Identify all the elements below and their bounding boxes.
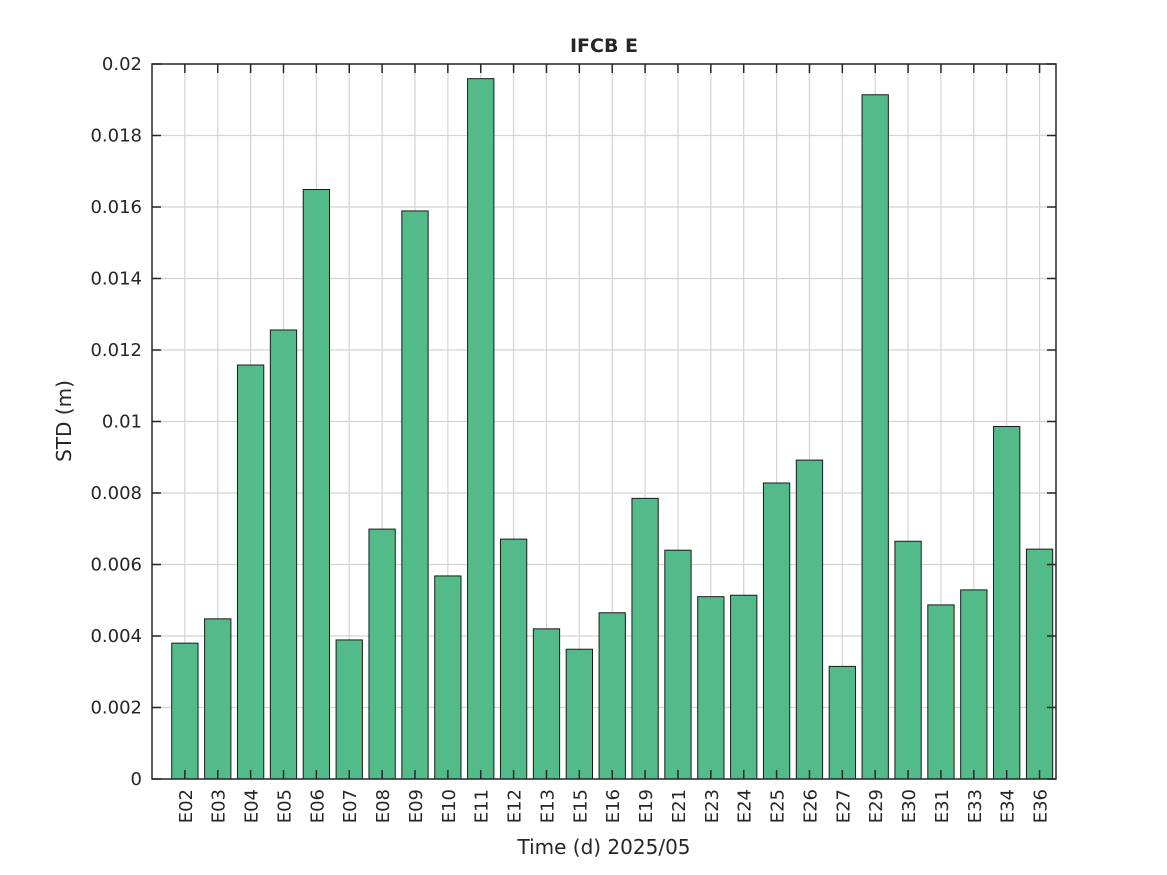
bar-e24 [730,594,758,780]
bar-e05 [269,329,298,780]
y-tick-label: 0.004 [90,626,142,647]
y-tick-label: 0.008 [90,483,142,504]
y-tick-label: 0.016 [90,197,142,218]
bar-e11 [467,78,495,780]
x-tick-label: E05 [274,789,295,823]
y-tick-label: 0.006 [90,555,142,576]
y-tick-labels: 0 0.002 0.004 0.006 0.008 0.01 0.012 0.014 0.016… [90,54,142,790]
x-tick-label: E09 [406,789,427,823]
bar-e19 [631,497,659,780]
bar-e03 [204,618,232,780]
bars [171,78,1054,780]
x-tick-label: E16 [603,789,624,823]
x-tick-label: E33 [965,789,986,823]
x-tick-label: E15 [570,789,591,823]
x-tick-label: E10 [439,789,460,823]
bar-e26 [795,459,824,780]
y-tick-label: 0 [131,769,142,790]
bar-e21 [664,549,692,780]
bar-e27 [828,665,856,780]
x-tick-label: E04 [242,789,263,823]
x-tick-label: E02 [176,789,197,823]
x-tick-label: E30 [899,789,920,823]
y-tick-label: 0.01 [102,412,142,433]
bar-e25 [762,482,791,780]
x-tick-label: E08 [373,789,394,823]
bar-e02 [171,642,199,780]
y-tick-label: 0.002 [90,698,142,719]
y-axis-label: STD (m) [52,380,76,462]
x-axis-label: Time (d) 2025/05 [516,835,690,859]
bar-e06 [302,188,331,780]
bar-e12 [499,538,528,780]
bar-e33 [960,589,988,780]
x-tick-labels: E02 E03 E04 E05 E06 E07 E08 E09 E10 E11 E12 E13 E15 E… [176,789,1052,823]
x-tick-label: E03 [209,789,230,823]
y-tick-label: 0.02 [102,54,142,75]
bar-e09 [401,210,429,780]
bar-e04 [236,364,265,780]
x-tick-label: E24 [735,789,756,823]
bar-e13 [532,628,561,780]
x-tick-label: E27 [833,789,854,823]
bar-e34 [993,426,1021,780]
x-tick-label: E31 [932,789,953,823]
x-tick-label: E23 [702,789,723,823]
x-tick-label: E26 [800,789,821,823]
bar-e23 [697,596,725,780]
bar-e29 [861,94,889,780]
x-tick-label: E13 [537,789,558,823]
bar-e36 [1025,548,1054,780]
bar-e10 [434,575,462,780]
y-tick-label: 0.012 [90,340,142,361]
x-tick-label: E34 [998,789,1019,823]
axis-ticks [152,63,1056,780]
bar-e08 [368,528,396,780]
x-tick-label: E36 [1031,789,1052,823]
x-tick-label: E07 [340,789,361,823]
y-tick-label: 0.018 [90,126,142,147]
bar-e31 [927,604,955,780]
bar-e30 [894,540,922,780]
x-tick-label: E12 [505,789,526,823]
chart-title: IFCB E [570,35,638,57]
x-tick-label: E21 [669,789,690,823]
x-tick-label: E19 [636,789,657,823]
bar-e07 [335,639,363,780]
x-tick-label: E06 [307,789,328,823]
x-tick-label: E11 [472,789,493,823]
bar-e15 [565,648,593,780]
y-tick-label: 0.014 [90,269,142,290]
x-tick-label: E29 [866,789,887,823]
bar-e16 [598,612,626,780]
x-tick-label: E25 [768,789,789,823]
